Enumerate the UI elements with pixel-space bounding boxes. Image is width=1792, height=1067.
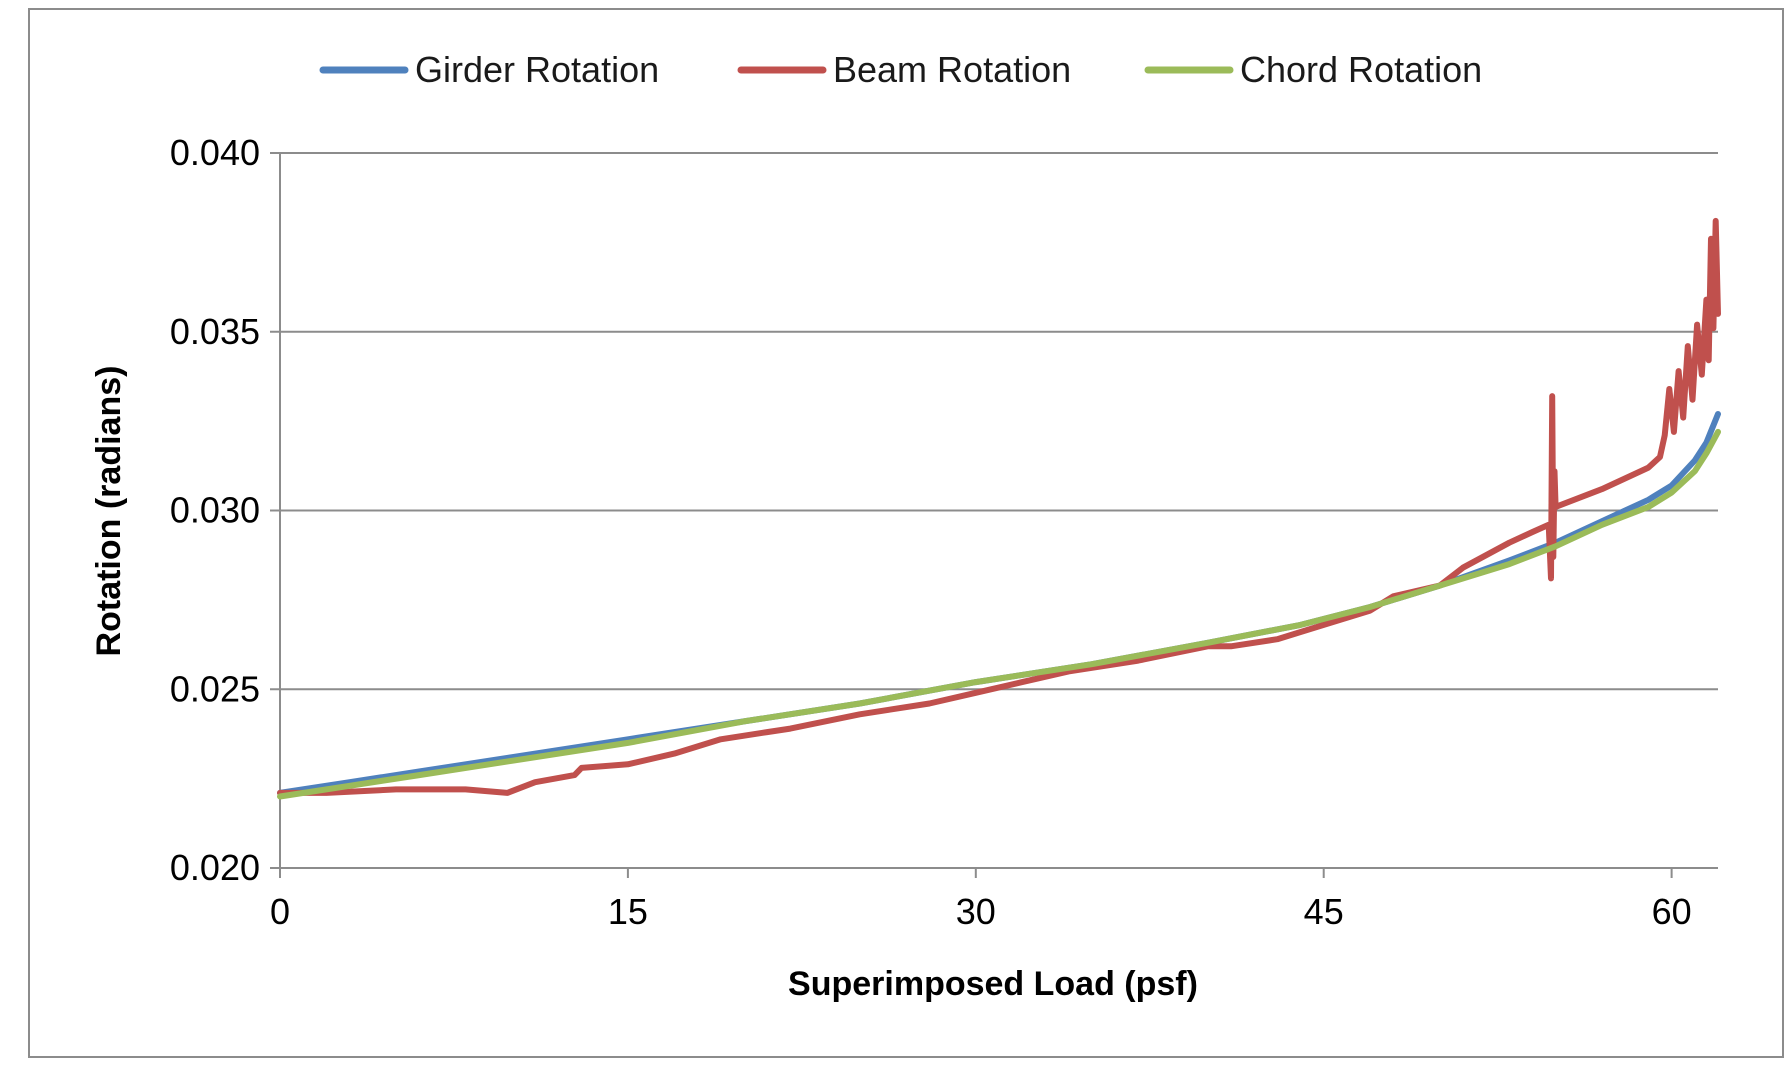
legend-label-chord-rotation: Chord Rotation [1240,49,1482,90]
tick-labels: 0.020 0.025 0.030 0.035 0.040 0 15 30 45 60 [170,132,1692,932]
chart-frame [28,8,1784,1058]
gridlines [280,152,1718,691]
x-tick-label: 60 [1652,891,1692,932]
legend: Girder Rotation Beam Rotation Chord Rotati… [319,49,1482,90]
legend-label-girder-rotation: Girder Rotation [415,49,659,90]
series-line-chord-rotation [277,428,1721,800]
legend-label-beam-rotation: Beam Rotation [833,49,1071,90]
x-axis-title: Superimposed Load (psf) [788,965,1198,1003]
x-tick-label: 0 [270,891,290,932]
x-tick-label: 30 [956,891,996,932]
y-tick-label: 0.035 [170,311,260,352]
series-line-beam-rotation [277,217,1721,796]
axes [270,152,1718,878]
x-tick-label: 45 [1304,891,1344,932]
series-line-girder-rotation [277,411,1721,796]
y-tick-label: 0.030 [170,490,260,531]
y-tick-label: 0.025 [170,668,260,709]
y-tick-label: 0.020 [170,847,260,888]
y-tick-label: 0.040 [170,132,260,173]
x-tick-label: 15 [608,891,648,932]
series-layer [277,217,1721,800]
y-axis-title: Rotation (radians) [90,366,128,657]
